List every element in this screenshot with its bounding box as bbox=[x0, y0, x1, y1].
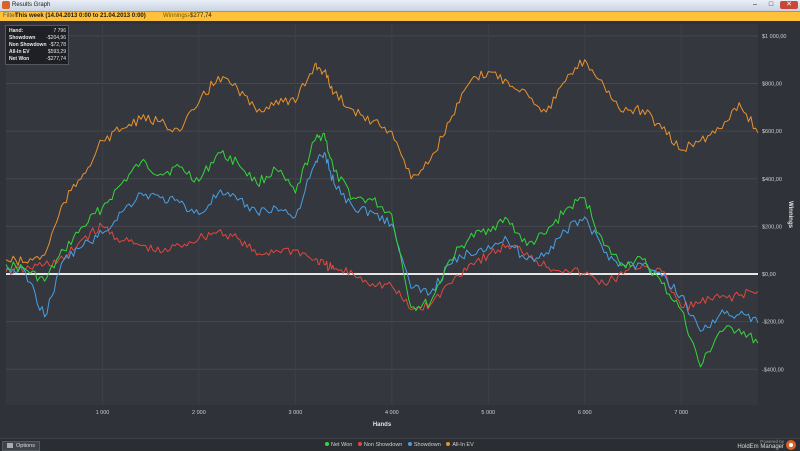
x-tick-label: 6 000 bbox=[578, 410, 592, 416]
filter-bar[interactable]: Filter: This week (14.04.2013 0:00 to 21… bbox=[0, 12, 800, 21]
maximize-button[interactable]: □ bbox=[768, 1, 774, 8]
y-axis-label: Winnings bbox=[787, 201, 793, 229]
brand-name: HoldEm Manager bbox=[737, 444, 784, 450]
close-button[interactable]: ✕ bbox=[780, 1, 798, 9]
y-tick-label: $600,00 bbox=[762, 129, 782, 135]
stat-key: Net Won bbox=[9, 56, 30, 62]
x-tick-label: 2 000 bbox=[192, 410, 206, 416]
y-tick-label: -$200,00 bbox=[762, 320, 784, 326]
stat-value: -$72,78 bbox=[49, 42, 66, 48]
stat-row: Showdown -$204,96 bbox=[9, 35, 66, 42]
legend-label: Net Won bbox=[331, 442, 353, 448]
stat-row: All-In EV $593,29 bbox=[9, 49, 66, 56]
legend-label: All-In EV bbox=[452, 442, 474, 448]
stat-value: -$277,74 bbox=[46, 56, 66, 62]
winnings-label: Winnings: bbox=[163, 13, 190, 19]
series-line-non-showdown bbox=[5, 222, 759, 311]
winnings-value: -$277,74 bbox=[188, 13, 212, 19]
legend-item-all-in-ev[interactable]: All-In EV bbox=[446, 442, 474, 449]
legend-label: Showdown bbox=[413, 442, 441, 448]
legend-swatch bbox=[446, 442, 451, 446]
stats-box: Hand: 7 796 Showdown -$204,96 Non Showdown… bbox=[5, 25, 69, 65]
x-tick-label: 1 000 bbox=[96, 410, 110, 416]
stat-key: All-In EV bbox=[9, 49, 30, 55]
stat-value: 7 796 bbox=[53, 28, 66, 34]
x-axis-label: Hands bbox=[373, 422, 392, 428]
legend-swatch bbox=[325, 442, 329, 446]
plot-background bbox=[6, 24, 758, 405]
bottom-bar: Options Net Won Non Showdown Showdown Al… bbox=[0, 438, 800, 451]
options-label: Options bbox=[16, 443, 35, 449]
window-title: Results Graph bbox=[12, 2, 51, 8]
legend-item-non-showdown[interactable]: Non Showdown bbox=[357, 442, 403, 449]
hem-logo-icon bbox=[786, 440, 796, 450]
powered-by-text: Powered by bbox=[760, 439, 784, 444]
legend-label: Non Showdown bbox=[363, 442, 403, 448]
y-tick-label: $0,00 bbox=[762, 272, 776, 278]
title-bar: Results Graph – □ ✕ bbox=[0, 0, 800, 12]
options-icon bbox=[7, 443, 13, 448]
y-tick-label: $1 000,00 bbox=[762, 34, 786, 40]
x-tick-label: 5 000 bbox=[481, 410, 495, 416]
legend-swatch bbox=[407, 442, 412, 446]
stat-row: Hand: 7 796 bbox=[9, 28, 66, 35]
stat-value: $593,29 bbox=[47, 49, 66, 55]
legend-item-showdown[interactable]: Showdown bbox=[407, 442, 441, 449]
results-chart[interactable]: $1 000,00 $800,00 $600,00 $400,00 $200,00 $0,… bbox=[0, 22, 800, 437]
filter-label: Filter: bbox=[3, 13, 18, 19]
y-tick-label: $200,00 bbox=[762, 224, 782, 230]
stat-value: -$204,96 bbox=[46, 35, 66, 41]
minimize-button[interactable]: – bbox=[753, 1, 757, 8]
app-icon bbox=[2, 1, 10, 9]
stat-key: Non Showdown bbox=[9, 42, 47, 48]
stat-row: Net Won -$277,74 bbox=[9, 56, 66, 63]
stat-key: Showdown bbox=[9, 35, 36, 41]
series-line-showdown bbox=[5, 152, 759, 332]
x-tick-label: 7 000 bbox=[674, 410, 688, 416]
legend-item-net-won[interactable]: Net Won bbox=[325, 442, 352, 449]
filter-value[interactable]: This week (14.04.2013 0:00 to 21.04.2013… bbox=[15, 13, 146, 19]
legend-swatch bbox=[357, 442, 362, 446]
y-tick-label: -$400,00 bbox=[762, 367, 784, 373]
series-line-net-won bbox=[5, 132, 759, 368]
y-tick-label: $800,00 bbox=[762, 82, 782, 88]
stat-row: Non Showdown -$72,78 bbox=[9, 42, 66, 49]
series-line-all-in-ev bbox=[5, 59, 759, 266]
stat-key: Hand: bbox=[9, 28, 24, 34]
brand-mark: Powered by HoldEm Manager bbox=[733, 439, 798, 451]
chart-legend: Net Won Non Showdown Showdown All-In EV bbox=[325, 442, 478, 449]
chart-area[interactable]: $1 000,00 $800,00 $600,00 $400,00 $200,00 $0,… bbox=[0, 22, 800, 437]
x-tick-label: 4 000 bbox=[385, 410, 399, 416]
x-tick-label: 3 000 bbox=[288, 410, 302, 416]
y-tick-label: $400,00 bbox=[762, 177, 782, 183]
